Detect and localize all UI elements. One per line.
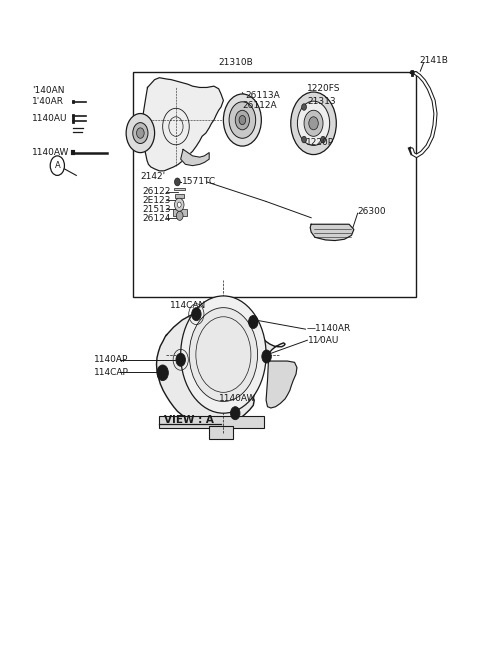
Text: 21513: 21513 xyxy=(143,205,171,214)
Circle shape xyxy=(239,116,246,125)
Circle shape xyxy=(262,350,271,363)
Text: 11⁄0AU: 11⁄0AU xyxy=(308,336,340,346)
Bar xyxy=(173,210,187,215)
Circle shape xyxy=(230,407,240,420)
Text: A: A xyxy=(54,161,60,170)
Circle shape xyxy=(249,315,258,328)
Text: 2141B: 2141B xyxy=(420,56,448,64)
Text: 1140AP: 1140AP xyxy=(95,355,129,363)
Circle shape xyxy=(189,307,258,401)
Text: 2142': 2142' xyxy=(140,172,165,181)
Text: '140AN: '140AN xyxy=(32,86,65,95)
Circle shape xyxy=(176,353,185,367)
Circle shape xyxy=(309,117,318,130)
Bar xyxy=(133,72,416,297)
Circle shape xyxy=(321,136,325,143)
Circle shape xyxy=(298,101,330,145)
Text: 114CAP: 114CAP xyxy=(95,369,129,377)
Bar xyxy=(175,194,184,198)
Circle shape xyxy=(301,136,306,143)
Circle shape xyxy=(177,212,183,220)
Text: 1140AW: 1140AW xyxy=(219,394,257,403)
Bar xyxy=(174,188,185,191)
Circle shape xyxy=(175,178,180,186)
Circle shape xyxy=(192,307,201,321)
Text: —1140AR: —1140AR xyxy=(306,324,351,333)
Polygon shape xyxy=(142,78,223,171)
Text: 21313: 21313 xyxy=(307,97,336,106)
Text: 114CAN: 114CAN xyxy=(170,301,206,310)
Polygon shape xyxy=(266,361,297,408)
Text: 1220FS: 1220FS xyxy=(307,84,341,93)
Circle shape xyxy=(180,296,266,413)
Text: 26122: 26122 xyxy=(143,187,171,196)
Circle shape xyxy=(304,110,323,136)
Text: 26113A: 26113A xyxy=(246,91,280,100)
Text: 26300: 26300 xyxy=(358,207,386,215)
Text: 1140AW: 1140AW xyxy=(32,148,70,157)
Circle shape xyxy=(223,94,261,146)
Bar xyxy=(209,426,233,440)
Circle shape xyxy=(235,110,250,130)
Bar xyxy=(159,416,264,428)
Circle shape xyxy=(229,102,256,138)
Circle shape xyxy=(178,202,181,208)
Text: VIEW : A: VIEW : A xyxy=(164,415,214,424)
Circle shape xyxy=(301,104,306,110)
Circle shape xyxy=(133,123,148,143)
Polygon shape xyxy=(156,307,285,426)
Circle shape xyxy=(291,92,336,154)
Polygon shape xyxy=(180,149,209,166)
Text: 21310B: 21310B xyxy=(218,58,252,67)
Circle shape xyxy=(157,365,168,380)
Text: 26112A: 26112A xyxy=(242,101,277,110)
Text: 1571TC: 1571TC xyxy=(182,177,216,187)
Text: 1140AU: 1140AU xyxy=(32,114,68,123)
Circle shape xyxy=(126,114,155,152)
Circle shape xyxy=(175,198,184,212)
Text: 26124: 26124 xyxy=(143,214,171,223)
Text: 1'40AR: 1'40AR xyxy=(32,97,64,106)
Circle shape xyxy=(137,128,144,138)
Text: 2E123: 2E123 xyxy=(143,196,171,205)
Text: 1220P: 1220P xyxy=(305,138,334,147)
Polygon shape xyxy=(310,224,354,240)
